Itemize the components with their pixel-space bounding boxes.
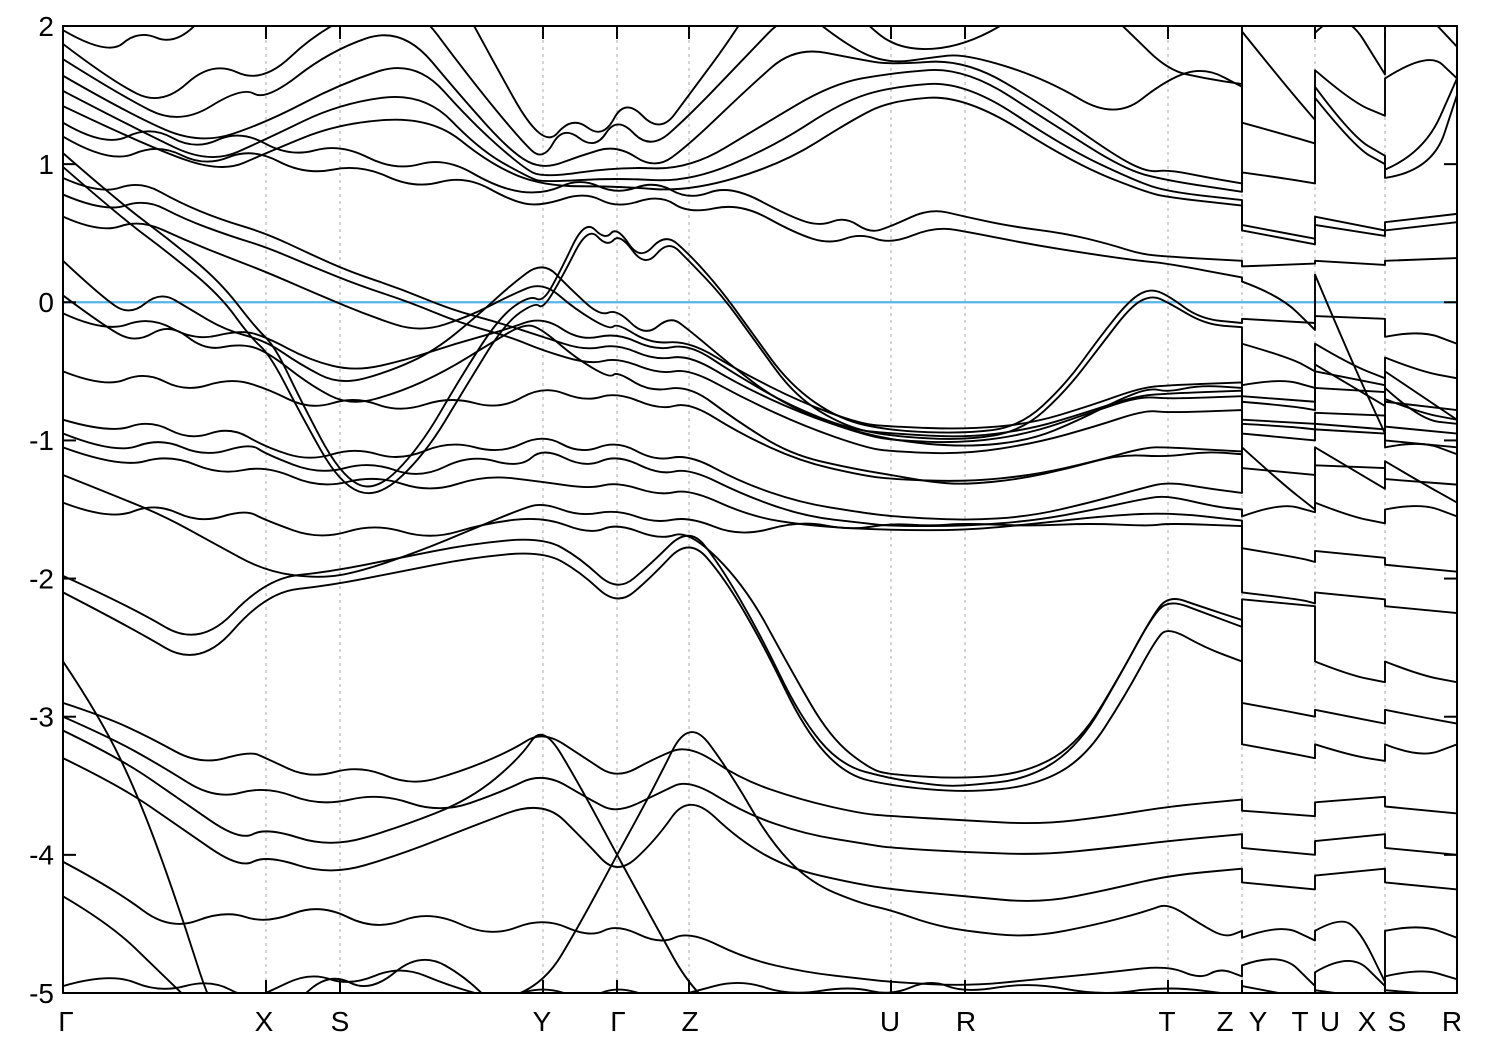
k-point-label: U — [880, 1006, 900, 1037]
k-point-label: T — [1291, 1006, 1308, 1037]
band-line — [63, 715, 1457, 856]
band-line — [63, 312, 1457, 438]
y-tick-label: -2 — [29, 563, 54, 594]
band-line — [63, 121, 1457, 268]
k-point-label: R — [1442, 1006, 1462, 1037]
band-line — [63, 177, 1457, 444]
band-line — [63, 757, 1457, 902]
band-line — [63, 729, 700, 993]
band-line — [63, 152, 1457, 488]
y-tick-label: -3 — [29, 702, 54, 733]
k-point-label: X — [255, 1006, 274, 1037]
band-line — [63, 701, 1457, 825]
k-point-label: Γ — [610, 1006, 625, 1037]
band-line — [63, 660, 483, 993]
band-line — [63, 418, 1457, 521]
k-point-label: Z — [1216, 1006, 1233, 1037]
band-line — [63, 446, 1457, 573]
k-point-gridlines — [265, 26, 1386, 993]
axis-ticks — [63, 25, 1457, 994]
y-tick-label: 1 — [38, 149, 54, 180]
k-point-label: Y — [533, 1006, 552, 1037]
k-point-label: T — [1158, 1006, 1175, 1037]
plot-border — [62, 25, 1458, 994]
y-axis-labels: 2 1 0 -1 -2 -3 -4 -5 — [29, 11, 54, 1009]
y-tick-label: 0 — [38, 287, 54, 318]
band-line — [63, 135, 1457, 435]
y-tick-label: 2 — [38, 11, 54, 42]
k-point-label: U — [1320, 1006, 1340, 1037]
band-line — [63, 26, 1457, 139]
band-line — [63, 193, 1457, 455]
band-line — [63, 165, 1457, 495]
k-point-label: S — [331, 1006, 350, 1037]
band-line — [63, 96, 1457, 246]
band-line — [63, 82, 1457, 240]
y-tick-label: -5 — [29, 978, 54, 1009]
band-line — [63, 432, 1457, 528]
k-point-label: Z — [681, 1006, 698, 1037]
band-line — [63, 474, 1457, 615]
band-line — [63, 67, 1457, 193]
k-point-label: Γ — [58, 1006, 73, 1037]
k-point-label: Y — [1249, 1006, 1268, 1037]
band-line — [63, 259, 1457, 447]
y-tick-label: -1 — [29, 425, 54, 456]
band-line — [63, 731, 1457, 993]
band-line — [63, 370, 1457, 486]
band-line — [63, 860, 1457, 988]
band-line — [63, 294, 1457, 485]
band-line — [63, 30, 1457, 185]
band-lines — [63, 26, 1457, 993]
band-line — [63, 534, 1457, 787]
y-tick-label: -4 — [29, 840, 54, 871]
band-line — [63, 26, 1457, 156]
k-point-label: S — [1388, 1006, 1407, 1037]
k-point-label: R — [956, 1006, 976, 1037]
k-point-label: X — [1358, 1006, 1377, 1037]
band-line — [63, 969, 1434, 993]
band-line — [63, 546, 1457, 792]
band-line — [63, 215, 1457, 430]
